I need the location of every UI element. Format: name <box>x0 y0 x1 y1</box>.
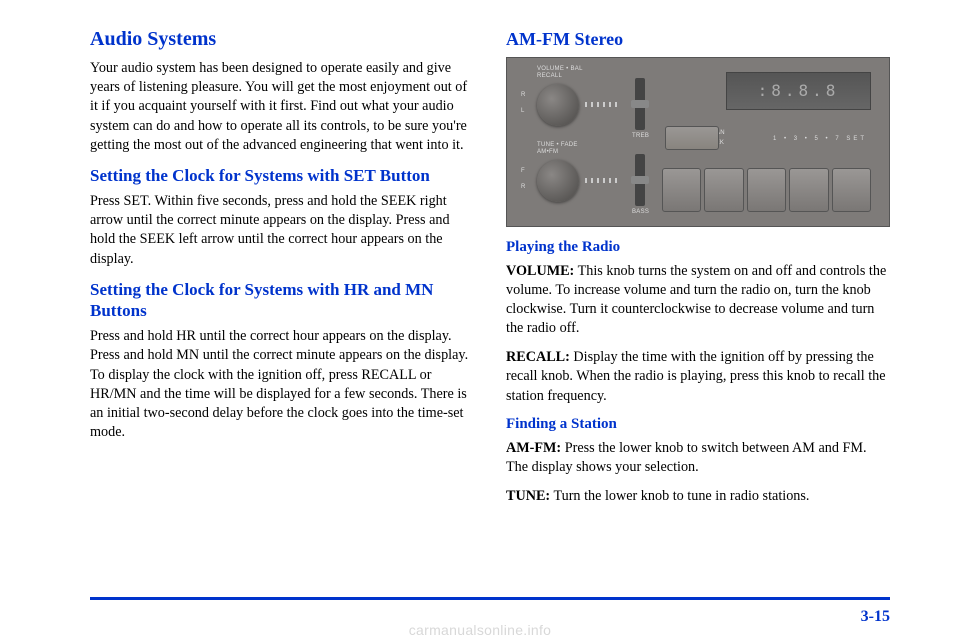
preset-3 <box>747 168 786 212</box>
preset-1 <box>662 168 701 212</box>
preset-row <box>662 168 871 212</box>
amfm-label: AM-FM: <box>506 440 561 456</box>
footer-divider <box>90 597 890 600</box>
right-column: AM-FM Stereo VOLUME • BAL RECALL R L TUN… <box>506 28 890 516</box>
tune-paragraph: TUNE: Turn the lower knob to tune in rad… <box>506 487 890 506</box>
recall-label: RECALL: <box>506 349 570 365</box>
amfm-label-img: AM•FM <box>537 149 558 155</box>
set-button-heading: Setting the Clock for Systems with SET B… <box>90 165 474 186</box>
radio-display: :8.8.8 <box>726 72 871 110</box>
preset-set <box>832 168 871 212</box>
preset-4 <box>789 168 828 212</box>
volume-knob <box>537 84 579 126</box>
amfm-text: Press the lower knob to switch between A… <box>506 440 867 475</box>
tune-text: Turn the lower knob to tune in radio sta… <box>550 488 809 504</box>
treble-slider <box>635 78 645 130</box>
f-label-1: F <box>521 168 525 174</box>
amfm-paragraph: AM-FM: Press the lower knob to switch be… <box>506 439 890 477</box>
tunefade-label: TUNE • FADE <box>537 142 578 148</box>
finding-station-heading: Finding a Station <box>506 416 890 433</box>
treb-label: TREB <box>632 133 649 139</box>
recall-label-img: RECALL <box>537 73 562 79</box>
recall-paragraph: RECALL: Display the time with the igniti… <box>506 348 890 406</box>
audio-systems-heading: Audio Systems <box>90 28 474 51</box>
preset-nums: 1 • 3 • 5 • 7 SET <box>773 136 867 142</box>
set-button-paragraph: Press SET. Within five seconds, press an… <box>90 192 474 269</box>
preset-2 <box>704 168 743 212</box>
l-label-1: L <box>521 108 525 114</box>
volbal-label: VOLUME • BAL <box>537 66 583 72</box>
playing-radio-heading: Playing the Radio <box>506 239 890 256</box>
volume-label: VOLUME: <box>506 263 574 279</box>
left-column: Audio Systems Your audio system has been… <box>90 28 474 516</box>
volume-paragraph: VOLUME: This knob turns the system on an… <box>506 262 890 339</box>
amfm-stereo-heading: AM-FM Stereo <box>506 28 890 51</box>
scan-seek-button <box>665 126 719 150</box>
bass-slider <box>635 154 645 206</box>
hr-mn-heading: Setting the Clock for Systems with HR an… <box>90 279 474 322</box>
intro-paragraph: Your audio system has been designed to o… <box>90 59 474 155</box>
radio-illustration: VOLUME • BAL RECALL R L TUNE • FADE AM•F… <box>506 57 890 227</box>
r-label-2: R <box>521 184 526 190</box>
watermark-text: carmanualsonline.info <box>0 622 960 638</box>
hr-mn-paragraph: Press and hold HR until the correct hour… <box>90 327 474 442</box>
r-label-1: R <box>521 92 526 98</box>
tune-label: TUNE: <box>506 488 550 504</box>
tune-knob <box>537 160 579 202</box>
bass-label: BASS <box>632 209 649 215</box>
